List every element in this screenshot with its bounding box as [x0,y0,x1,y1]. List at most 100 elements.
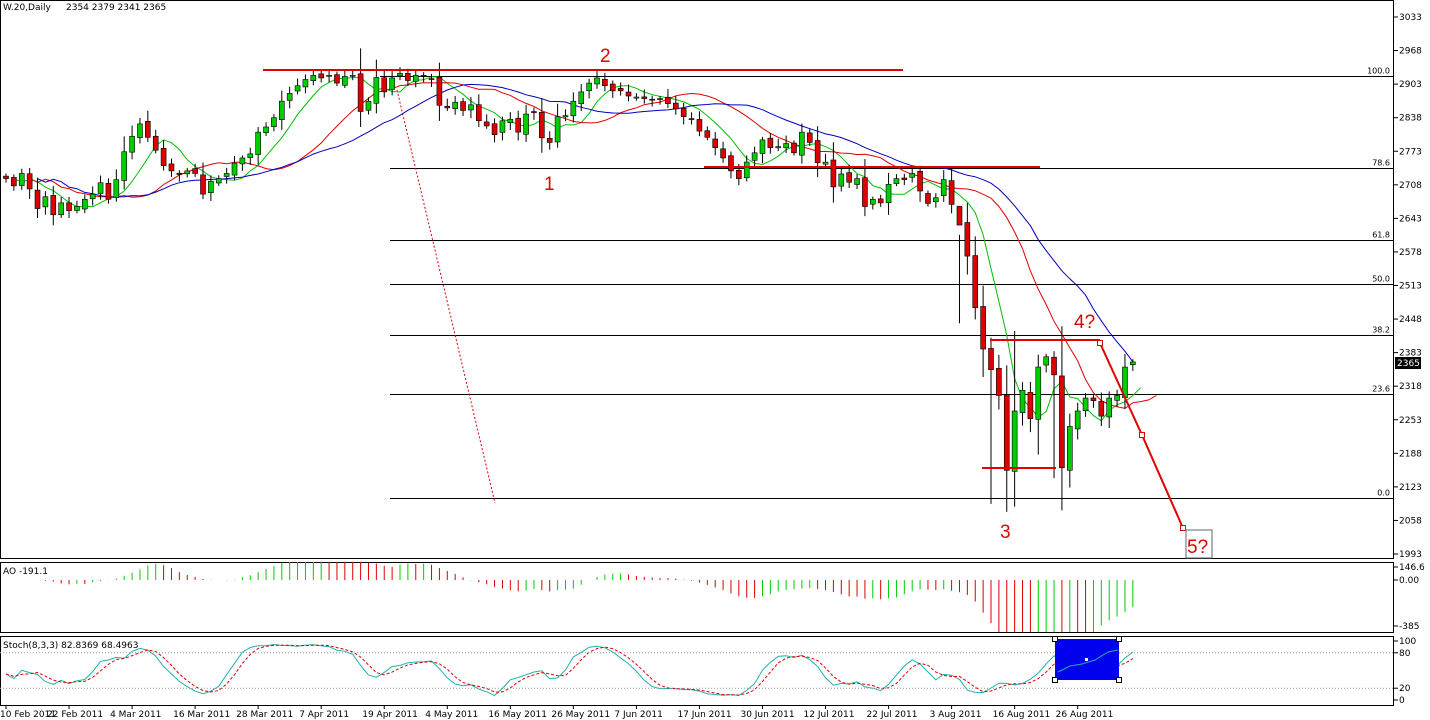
candle-body [830,159,837,188]
candle-body [578,91,585,105]
candle-body [657,98,663,100]
candle-body [145,121,151,138]
candle-body [822,161,829,165]
wave-annotations [263,69,1186,531]
candle-body [318,73,325,79]
candle-body [996,368,1002,396]
candle-body [436,77,443,106]
candle-body [468,104,474,111]
candle-body [625,91,632,97]
candle-body [397,72,403,77]
candle-body [806,132,813,143]
candle-body [357,73,364,112]
candle-body [933,197,939,203]
stoch-axis: 100 80 20 0 [1394,637,1416,706]
time-tick-label: 16 Aug 2011 [993,710,1051,720]
highlight-handle[interactable] [1052,636,1058,642]
candle-body [1074,410,1081,430]
candle-body [460,101,466,111]
candle-body [791,142,797,154]
stoch-signal-line [5,644,1134,696]
time-tick-label: 4 May 2011 [425,710,478,720]
candle-body [862,177,868,207]
candle-body [82,198,88,210]
highlight-handle[interactable] [1116,677,1122,683]
time-tick-label: 4 Mar 2011 [110,710,161,720]
candle-body [1003,394,1010,471]
candle-body [925,193,931,204]
candle-body [1130,361,1136,366]
candle-body [26,173,33,190]
candle-body [515,117,522,133]
candle-body [326,75,332,77]
candle-body [74,206,80,211]
price-tick-label: 2578 [1399,248,1422,258]
candle-body [168,163,175,172]
ao-panel-frame [0,562,1394,633]
wave-label-3: 3 [1000,522,1011,543]
price-tick-label: 2188 [1399,449,1422,459]
candle-body [767,137,774,148]
candle-body [302,79,309,88]
candle-body [956,205,963,226]
candle-body [310,75,317,82]
highlight-handle[interactable] [1116,636,1122,642]
time-tick-label: 19 Apr 2011 [362,710,418,720]
ao-title: AO -191.1 [3,567,48,577]
price-tick-label: 2903 [1399,80,1422,90]
fib-level-label: 100.0 [1367,67,1390,76]
candle-body [286,93,293,101]
ao-tick-label: 0.00 [1399,576,1419,586]
candle-body [1019,390,1026,413]
highlight-handles[interactable] [1052,636,1122,683]
price-tick-label: 2708 [1399,181,1422,191]
candle-body [633,96,640,99]
candle-body [696,119,703,132]
candle-body [523,113,529,135]
price-tick-label: 3033 [1399,13,1422,23]
fib-level-label: 50.0 [1372,275,1390,284]
candle-body [507,118,514,123]
stoch-title: Stoch(8,3,3) 82.8369 68.4963 [3,641,138,651]
candle-body [89,193,96,200]
candle-body [1098,401,1105,417]
candle-body [271,117,277,127]
candle-body [901,177,908,180]
candle-body [113,179,120,198]
candle-body [531,111,537,113]
candle-body [688,118,695,120]
candle-body [751,152,758,161]
stoch-tick-label: 20 [1399,684,1411,694]
fib-level-label: 0.0 [1377,489,1390,498]
price-tick-label: 1993 [1399,550,1422,560]
candle-body [223,173,230,177]
candle-body [192,168,198,174]
candle-body [152,135,159,151]
candle-body [799,131,805,156]
candle-body [1051,356,1057,376]
projection-point [1139,432,1145,438]
fib-level-label: 78.6 [1372,159,1390,168]
candle-body [783,143,789,149]
candle-body [34,189,41,209]
candle-body [342,76,348,86]
fib-level-label: 23.6 [1372,385,1390,394]
fibonacci-labels: 100.0 78.6 61.8 50.0 38.2 23.6 0.0 [1367,67,1390,498]
price-tick-label: 2448 [1399,315,1422,325]
ao-axis: 146.6 0.00 -385 [1394,563,1425,632]
candle-body [66,202,72,211]
time-tick-label: 30 Jun 2011 [740,710,794,720]
ao-tick-label: -385 [1399,622,1419,632]
highlight-handle[interactable] [1052,677,1058,683]
candle-body [909,173,916,178]
candle-body [483,121,490,127]
candle-body [50,195,57,216]
candle-body [885,183,892,203]
wave-label-5: 5? [1187,537,1208,558]
candle-body [405,73,411,81]
price-tick-label: 2968 [1399,47,1422,57]
candle-body [854,178,860,185]
candle-body [1043,356,1049,366]
candle-body [672,102,679,110]
